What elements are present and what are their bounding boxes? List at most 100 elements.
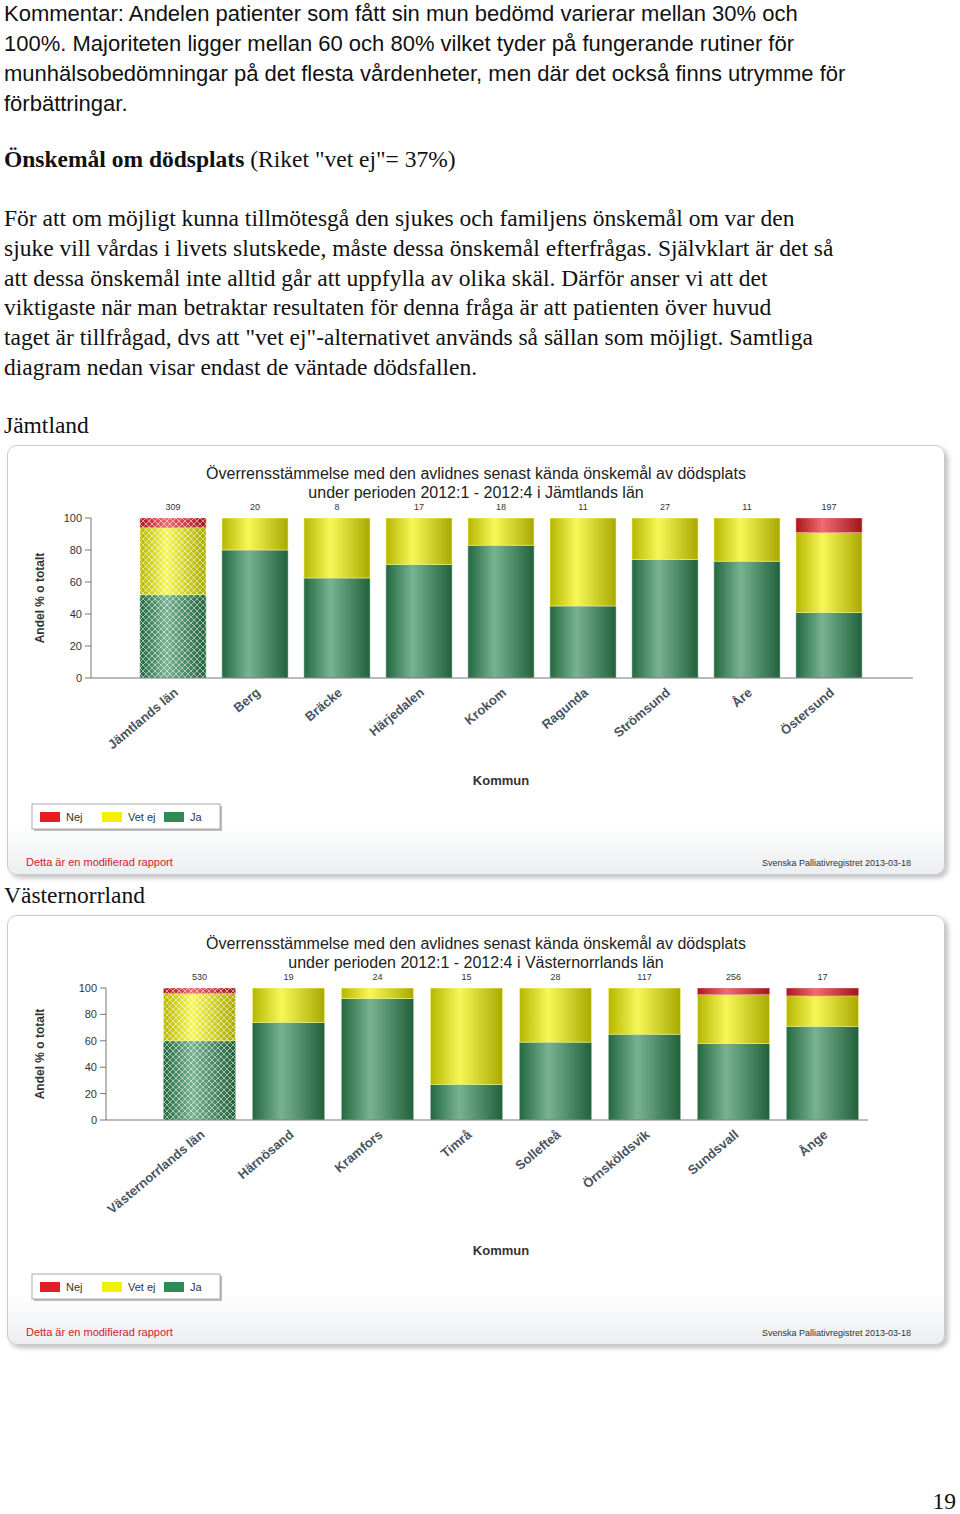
bar-segment (431, 988, 503, 1084)
bar-hatch (164, 988, 236, 993)
body-line: viktigaste när man betraktar resultaten … (4, 294, 771, 321)
body-line: sjuke vill vårdas i livets slutskede, må… (4, 235, 833, 262)
y-tick-label: 60 (85, 1035, 97, 1047)
category-label: Sundsvall (685, 1127, 742, 1178)
legend-swatch (40, 1282, 60, 1292)
bar-segment (431, 1084, 503, 1120)
y-tick (85, 614, 91, 615)
count-label: 11 (578, 502, 587, 512)
count-label: 8 (334, 502, 339, 512)
bar-segment (342, 988, 414, 999)
annotation: Detta är en modifierad rapport (26, 1326, 173, 1338)
chart-subtitle: under perioden 2012:1 - 2012:4 i Jämtlan… (308, 484, 643, 501)
y-tick (100, 988, 106, 989)
category-label: Ånge (796, 1127, 831, 1159)
count-label: 197 (821, 502, 836, 512)
bar-segment (304, 578, 370, 678)
bar-segment (714, 561, 780, 678)
legend-swatch (164, 812, 184, 822)
category-label: Härjedalen (366, 685, 427, 739)
bar-segment (714, 518, 780, 561)
y-tick (85, 646, 91, 647)
bar-segment (698, 995, 770, 1044)
count-label: 19 (283, 972, 293, 982)
category-label: Berg (231, 685, 263, 716)
y-axis (91, 518, 92, 678)
y-tick-label: 40 (70, 608, 82, 620)
bar-segment (550, 518, 616, 606)
bar-hatch (164, 993, 236, 1041)
count-label: 15 (461, 972, 471, 982)
body-line: diagram nedan visar endast de väntade dö… (4, 354, 477, 381)
heading-bold: Önskemål om dödsplats (4, 146, 244, 172)
bar-segment (140, 528, 206, 595)
category-label: Kramfors (332, 1127, 386, 1176)
y-axis-label: Andel % o totalt (33, 1009, 47, 1100)
bar-segment (140, 595, 206, 678)
y-tick (100, 1014, 106, 1015)
bar-segment (164, 988, 236, 993)
chart-subtitle: under perioden 2012:1 - 2012:4 i Västern… (288, 954, 663, 971)
bar-segment (520, 1042, 592, 1120)
y-tick-label: 80 (70, 544, 82, 556)
category-label: Västernorrlands län (104, 1127, 207, 1217)
bar-segment (304, 518, 370, 519)
bar-segment (520, 988, 592, 1042)
intro-line: Kommentar: Andelen patienter som fått si… (4, 1, 798, 27)
category-label: Åre (729, 685, 755, 710)
count-label: 11 (742, 502, 751, 512)
bar-segment (222, 550, 288, 678)
y-tick-label: 20 (70, 640, 82, 652)
bar-segment (796, 612, 862, 678)
category-label: Bräcke (302, 685, 345, 724)
intro-line: munhälsobedömningar på det flesta vården… (4, 61, 845, 87)
annotation: Svenska Palliativregistret 2013-03-18 (762, 858, 911, 868)
legend-label: Vet ej (128, 1281, 156, 1293)
count-label: 24 (372, 972, 382, 982)
bar-segment (253, 1022, 325, 1120)
bar-segment (164, 993, 236, 1041)
legend-swatch (102, 812, 122, 822)
y-tick-label: 60 (70, 576, 82, 588)
bar-segment (304, 518, 370, 578)
y-tick-label: 0 (91, 1114, 97, 1126)
legend-label: Nej (66, 1281, 83, 1293)
body-line: att dessa önskemål inte alltid går att u… (4, 265, 768, 292)
legend: Nej Vet ej Ja (32, 1274, 222, 1301)
y-tick-label: 0 (76, 672, 82, 684)
legend-label: Ja (190, 811, 203, 823)
category-label: Östersund (777, 685, 836, 738)
count-label: 17 (817, 972, 827, 982)
legend-box (32, 1274, 220, 1299)
y-tick (100, 1040, 106, 1041)
chart-panel: Överrensstämmelse med den avlidnes senas… (7, 915, 945, 1345)
count-label: 530 (192, 972, 207, 982)
bar-segment (386, 518, 452, 519)
chart: Överrensstämmelse med den avlidnes senas… (8, 916, 944, 1344)
intro-line: förbättringar. (4, 91, 128, 117)
bar-segment (609, 988, 681, 989)
bar-segment (222, 518, 288, 550)
count-label: 27 (660, 502, 670, 512)
chart-title: Överrensstämmelse med den avlidnes senas… (206, 465, 746, 482)
body-line: För att om möjligt kunna tillmötesgå den… (4, 205, 794, 232)
chart-panel: Överrensstämmelse med den avlidnes senas… (7, 445, 945, 875)
x-axis-label: Kommun (473, 773, 529, 788)
count-label: 256 (726, 972, 741, 982)
y-axis-label: Andel % o totalt (33, 553, 47, 644)
legend-swatch (40, 812, 60, 822)
x-axis (91, 678, 913, 679)
bar-segment (787, 988, 859, 996)
bar-segment (796, 518, 862, 532)
bar-segment (787, 996, 859, 1026)
legend-label: Ja (190, 1281, 203, 1293)
count-label: 20 (250, 502, 260, 512)
category-label: Härnösand (235, 1127, 297, 1182)
legend-swatch (102, 1282, 122, 1292)
x-axis (106, 1120, 868, 1121)
bar-segment (140, 518, 206, 528)
bar-segment (698, 1043, 770, 1120)
bar-segment (253, 988, 325, 1022)
y-tick (85, 550, 91, 551)
chart-title: Överrensstämmelse med den avlidnes senas… (206, 935, 746, 952)
